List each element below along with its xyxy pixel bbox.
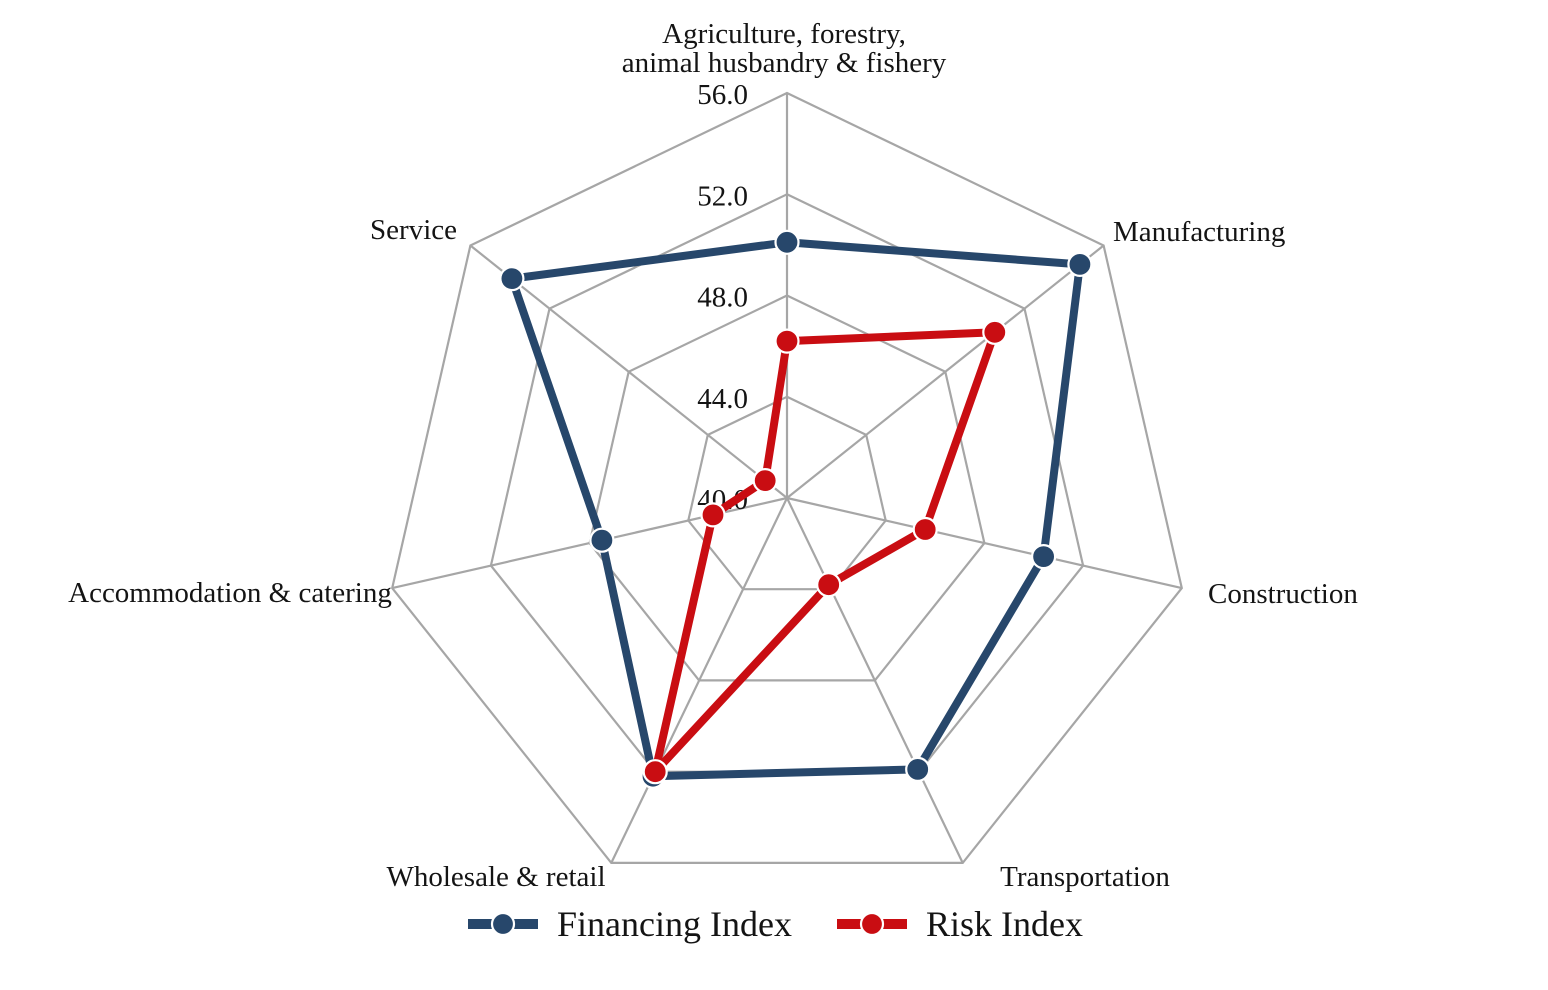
radial-tick-label-56: 56.0 <box>697 79 748 111</box>
financing-index-point-construction <box>1030 543 1057 570</box>
axis-label-service: Service <box>370 214 457 246</box>
risk-index-point-accommodation-catering <box>700 502 726 528</box>
radial-tick-label-44: 44.0 <box>697 383 748 415</box>
legend-label-financing-index: Financing Index <box>557 904 792 944</box>
chart-legend: Financing Index Risk Index <box>0 903 1548 945</box>
axis-label-agriculture-forestry: Agriculture, forestry, animal husbandry &… <box>622 18 947 79</box>
risk-index-series <box>642 319 1008 785</box>
legend-item-financing-index: Financing Index <box>465 903 792 945</box>
axis-label-accommodation-catering: Accommodation & catering <box>68 577 392 609</box>
risk-index-point-construction <box>912 516 938 543</box>
legend-item-risk-index: Risk Index <box>834 903 1083 945</box>
axis-label-transportation: Transportation <box>1000 861 1170 893</box>
axis-label-wholesale-retail: Wholesale & retail <box>386 861 605 893</box>
financing-index-point-service <box>499 266 525 292</box>
risk-index-point-service <box>752 468 778 494</box>
grid-spoke-manufacturing <box>786 244 1105 499</box>
radar-grid <box>391 91 1183 865</box>
grid-spoke-wholesale-retail <box>610 497 788 864</box>
financing-index-point-accommodation-catering <box>589 527 615 553</box>
grid-spoke-construction <box>786 496 1183 590</box>
radial-tick-label-52: 52.0 <box>697 180 748 212</box>
grid-ring-44 <box>687 395 887 591</box>
grid-spoke-transportation <box>786 497 964 864</box>
financing-index-legend-marker-icon <box>468 911 539 937</box>
axis-labels: Agriculture, forestry, animal husbandry &… <box>68 18 1358 893</box>
financing-index-point-agriculture-forestry <box>774 229 800 255</box>
grid-spoke-service <box>469 244 788 499</box>
axis-label-construction: Construction <box>1208 578 1358 610</box>
legend-label-risk-index: Risk Index <box>925 904 1083 944</box>
financing-index-point-manufacturing <box>1067 251 1093 277</box>
grid-ring-56 <box>391 91 1183 865</box>
axis-label-manufacturing: Manufacturing <box>1113 216 1285 248</box>
risk-index-point-agriculture-forestry <box>774 328 800 354</box>
financing-index-series <box>499 229 1093 789</box>
risk-index-point-transportation <box>816 572 842 598</box>
grid-ring-48 <box>588 294 986 682</box>
radial-tick-label-48: 48.0 <box>697 282 748 314</box>
financing-index-line <box>507 238 1084 781</box>
risk-index-legend-marker-icon <box>836 911 907 937</box>
risk-index-point-manufacturing <box>982 319 1008 345</box>
financing-index-point-transportation <box>905 756 931 783</box>
risk-index-point-wholesale-retail <box>642 759 668 785</box>
